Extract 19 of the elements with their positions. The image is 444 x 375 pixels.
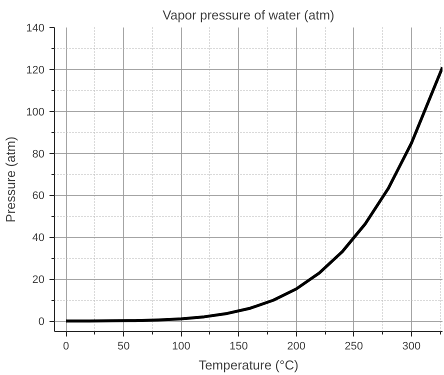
y-tick-label: 140 (26, 22, 45, 34)
x-tick-label: 150 (230, 340, 248, 352)
x-tick-label: 200 (287, 340, 306, 352)
x-tick-label: 300 (402, 340, 421, 352)
x-tick-label: 250 (344, 340, 364, 352)
line-series (64, 66, 442, 323)
y-tick-label: 40 (32, 232, 45, 244)
y-tick-label: 120 (26, 64, 45, 76)
x-tick-label: 50 (117, 340, 130, 352)
x-axis-title: Temperature (°C) (198, 358, 298, 372)
y-axis-title: Pressure (atm) (3, 136, 18, 222)
x-tick-label: 0 (62, 340, 70, 352)
y-tick-label: 100 (26, 106, 45, 118)
y-tick-label: 0 (38, 316, 45, 328)
y-tick-label: 60 (32, 190, 45, 202)
x-tick-label: 100 (172, 340, 190, 352)
chart-title: Vapor pressure of water (atm) (162, 8, 334, 22)
y-tick-label: 20 (32, 274, 45, 286)
y-tick-label: 80 (32, 148, 45, 160)
